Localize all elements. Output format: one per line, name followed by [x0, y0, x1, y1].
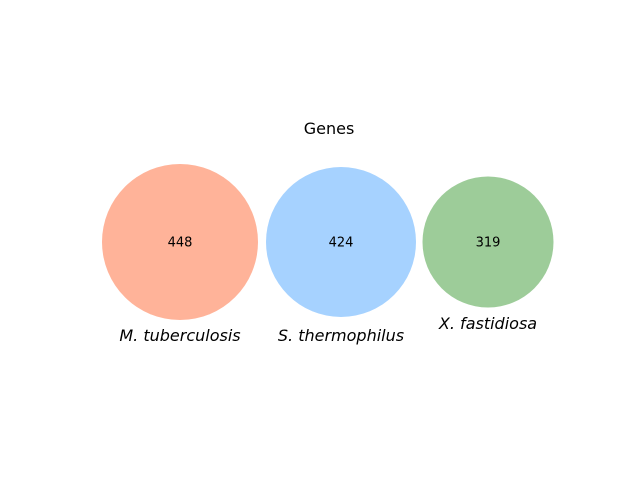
set-count-x-fastidiosa: 319	[476, 236, 501, 251]
set-circle-x-fastidiosa	[422, 176, 554, 308]
set-x-fastidiosa: 319 X. fastidiosa	[422, 176, 554, 333]
set-circle-m-tuberculosis	[102, 164, 258, 320]
set-label-m-tuberculosis: M. tuberculosis	[119, 326, 240, 345]
set-label-x-fastidiosa: X. fastidiosa	[438, 314, 537, 333]
set-count-m-tuberculosis: 448	[168, 236, 193, 251]
set-circle-s-thermophilus	[266, 167, 416, 317]
diagram-title: Genes	[304, 119, 355, 138]
set-s-thermophilus: 424 S. thermophilus	[266, 167, 416, 345]
set-count-s-thermophilus: 424	[329, 236, 354, 251]
set-label-s-thermophilus: S. thermophilus	[278, 326, 404, 345]
set-m-tuberculosis: 448 M. tuberculosis	[102, 164, 258, 345]
